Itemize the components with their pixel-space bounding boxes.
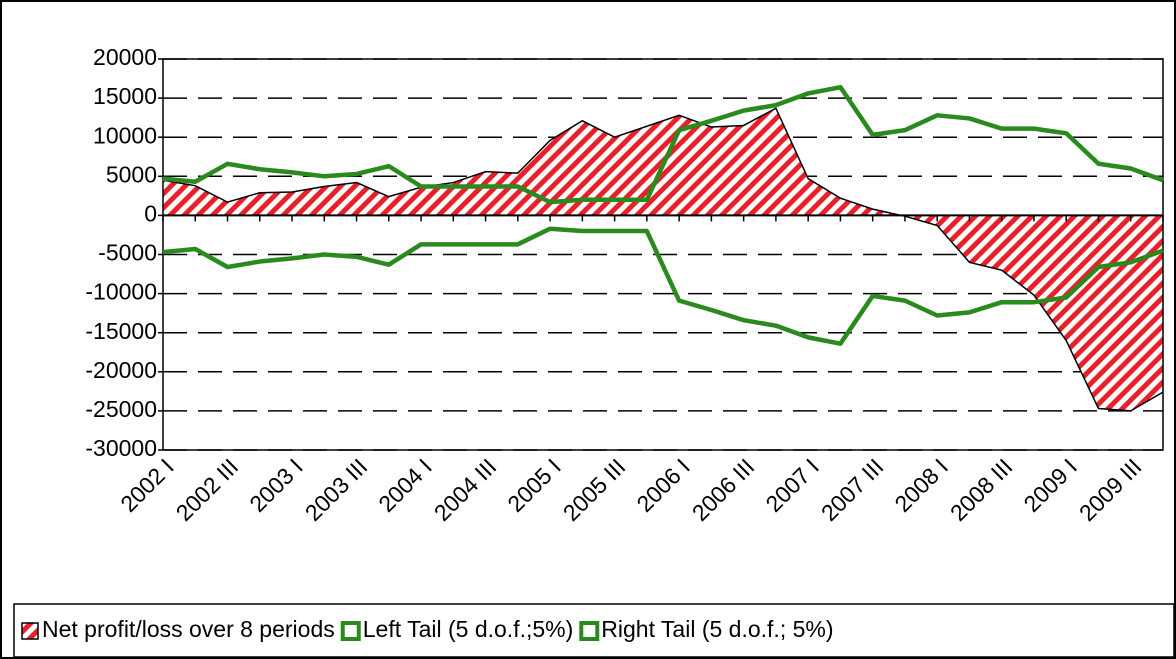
y-tick-label: 15000 (93, 83, 157, 109)
y-tick-label: 20000 (93, 44, 157, 70)
y-tick-label: -10000 (85, 279, 157, 305)
area-outline (162, 107, 1164, 412)
legend-marker (21, 622, 39, 640)
y-tick-label: -25000 (85, 396, 157, 422)
y-tick-label: 0 (144, 200, 157, 226)
legend-label: Left Tail (5 d.o.f.;5%) (363, 616, 574, 642)
plot-frame (162, 58, 1164, 451)
legend-marker (340, 621, 361, 641)
y-tick-label: -20000 (85, 357, 157, 383)
y-tick-label: -30000 (85, 435, 157, 461)
y-tick-label: -15000 (85, 318, 157, 344)
legend-label: Net profit/loss over 8 periods (42, 616, 335, 642)
y-tick-label: -5000 (98, 240, 157, 266)
line (162, 226, 1164, 346)
y-tick-label: 5000 (106, 161, 157, 187)
legend-marker (579, 621, 600, 641)
line (162, 84, 1164, 205)
y-tick-label: 10000 (93, 122, 157, 148)
legend-label: Right Tail (5 d.o.f.; 5%) (601, 616, 833, 642)
